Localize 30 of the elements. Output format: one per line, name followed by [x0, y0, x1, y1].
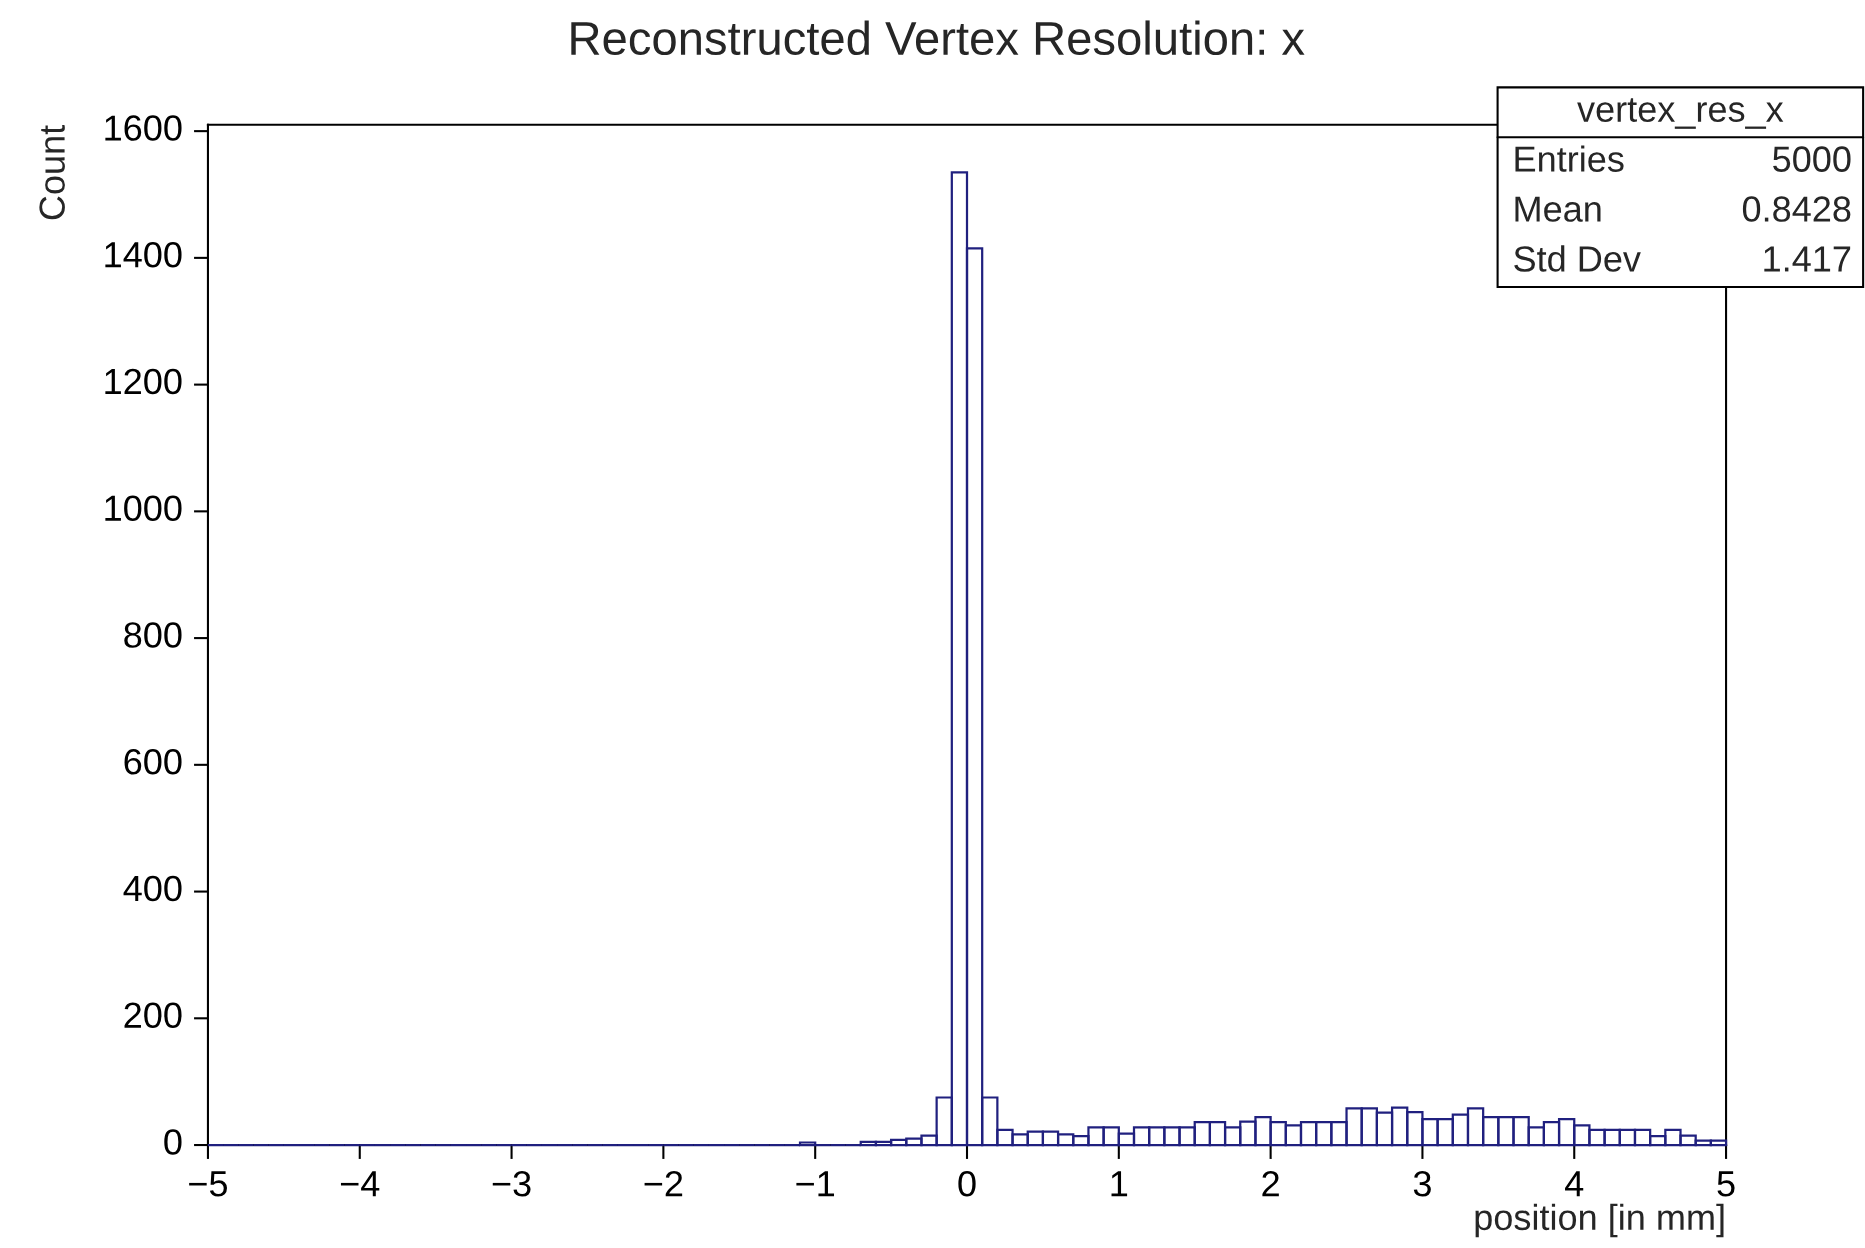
y-tick-label: 1000 [105, 495, 182, 522]
annotation: Entries [1515, 145, 1624, 172]
annotation: vertex_res_x [1577, 98, 1784, 129]
annotation: Std Dev [1514, 245, 1641, 272]
x-tick-label: −4 [340, 1171, 380, 1197]
x-tick-label: −1 [796, 1171, 835, 1197]
y-tick-label: 1200 [105, 368, 182, 395]
y-tick-label: 800 [124, 622, 182, 648]
y-tick-label: 400 [123, 875, 182, 902]
y-axis-title: Count [39, 125, 65, 220]
y-tick-label: 1400 [105, 242, 182, 268]
x-tick-label: 4 [1565, 1171, 1584, 1197]
text: 1.417 [1764, 246, 1851, 272]
x-tick-label: −3 [492, 1170, 531, 1197]
x-tick-label: 5 [1717, 1171, 1735, 1197]
annotation: Mean [1515, 196, 1601, 222]
y-tick-label: 600 [124, 748, 182, 775]
x-axis-title: position [in mm] [1475, 1203, 1724, 1238]
x-tick-label: 2 [1262, 1170, 1279, 1197]
y-tick-label: 0 [164, 1129, 182, 1155]
x-tick-label: 0 [958, 1170, 976, 1197]
x-tick-label: 1 [1111, 1171, 1128, 1197]
text: 0.8428 [1742, 196, 1851, 222]
y-tick-label: 1600 [105, 115, 182, 141]
x-tick-label: −2 [644, 1170, 683, 1197]
y-tick-label: 200 [124, 1002, 182, 1028]
x-tick-label: −5 [189, 1171, 228, 1197]
x-tick-label: 3 [1413, 1170, 1431, 1197]
text: 5000 [1773, 146, 1851, 172]
chart-title: Reconstructed Vertex Resolution: x [571, 20, 1305, 56]
